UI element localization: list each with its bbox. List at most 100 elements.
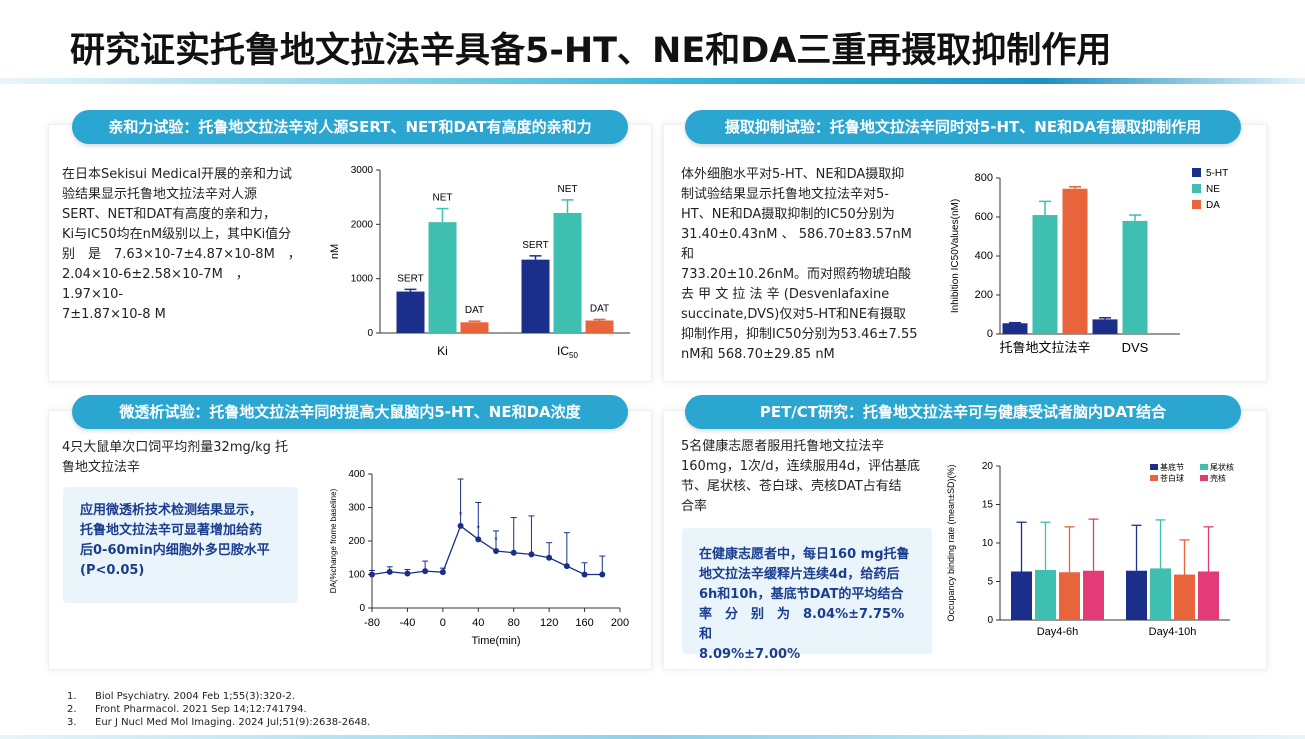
text-line: 在日本Sekisui Medical开展的亲和力试 (62, 167, 292, 182)
text-line: 4只大鼠单次口饲平均剂量32mg/kg 托 (62, 440, 289, 455)
panel-uptake-text: 体外细胞水平对5-HT、NE和DA摄取抑 制试验结果显示托鲁地文拉法辛对5- H… (681, 165, 921, 365)
bar (1032, 215, 1058, 334)
legend-swatch (1192, 168, 1201, 177)
panel-petct-text: 5名健康志愿者服用托鲁地文拉法辛 160mg，1次/d，连续服用4d，评估基底 … (681, 437, 931, 517)
bar (585, 320, 614, 333)
bar-label: DAT (465, 305, 484, 316)
page-title: 研究证实托鲁地文拉法辛具备5-HT、NE和DA三重再摄取抑制作用 (70, 31, 1112, 71)
panel-affinity-text: 在日本Sekisui Medical开展的亲和力试 验结果显示托鲁地文拉法辛对人… (62, 165, 302, 325)
x-tick-label: -40 (399, 617, 415, 629)
legend-swatch (1200, 475, 1208, 481)
x-tick-label: 40 (472, 617, 484, 629)
bar (1126, 570, 1147, 620)
y-axis-label: nM (329, 244, 341, 259)
legend-label: 尾状核 (1210, 462, 1234, 472)
text-line: 地文拉法辛缓释片连续4d，给药后 (699, 567, 900, 582)
y-tick-label: 200 (348, 536, 365, 547)
affinity-chart: 0 1000 2000 3000 Ki SERT NET DAT IC50 SERT NET DAT n… (329, 165, 630, 360)
y-tick-label: 2000 (351, 219, 374, 230)
bar (1083, 570, 1104, 620)
x-tick-label: 0 (440, 617, 446, 629)
reference-text: Eur J Nucl Med Mol Imaging. 2024 Jul;51(… (95, 717, 371, 728)
y-tick-label: 20 (982, 461, 994, 472)
text-line: 31.40±0.43nM 、 586.70±83.57nM 和 (681, 227, 912, 262)
legend-swatch (1200, 464, 1208, 470)
uptake-chart: 0 200 400 600 800 托鲁地文拉法辛 DVS Inhibition IC50Va… (950, 168, 1228, 355)
text-line: 2.04×10-6±2.58×10-7M ， 1.97×10- (62, 267, 256, 302)
y-tick-label: 400 (348, 469, 365, 480)
data-point (546, 554, 553, 561)
title-divider (0, 78, 1305, 84)
y-axis-label: DA(%change frome baseline) (329, 488, 338, 593)
text-line: 7±1.87×10-8 M (62, 307, 166, 322)
reference-text: Biol Psychiatry. 2004 Feb 1;55(3):320-2. (95, 691, 296, 702)
y-tick-label: 1000 (351, 274, 374, 285)
significance-marker: * (459, 510, 463, 520)
text-line: 节、尾状核、苍白球、壳核DAT占有结 (681, 479, 902, 494)
legend-swatch (1150, 475, 1158, 481)
bar (1092, 319, 1118, 334)
data-point (475, 536, 482, 543)
data-point (386, 568, 393, 575)
data-point (369, 571, 375, 578)
text-line: 鲁地文拉法辛 (62, 460, 141, 475)
bar-label: SERT (522, 240, 549, 251)
y-tick-label: 100 (348, 570, 365, 581)
text-line: 验结果显示托鲁地文拉法辛对人源 (62, 187, 258, 202)
panel-affinity-heading: 亲和力试验：托鲁地文拉法辛对人源SERT、NET和DAT有高度的亲和力 (72, 110, 628, 144)
bar (1059, 572, 1080, 620)
occupancy-chart: 0 5 10 15 20 Day4-6h Day4-10h Occupancy binding… (946, 461, 1234, 638)
text-line: 体外细胞水平对5-HT、NE和DA摄取抑 (681, 167, 905, 182)
y-tick-label: 0 (359, 603, 365, 614)
x-category-label: Day4-10h (1149, 626, 1197, 638)
text-line: 去 甲 文 拉 法 辛 (Desvenlafaxine (681, 287, 890, 302)
x-tick-label: 160 (575, 617, 593, 629)
text-line: HT、NE和DA摄取抑制的IC50分别为 (681, 207, 895, 222)
x-tick-label: 80 (508, 617, 520, 629)
reference-item: 2. Front Pharmacol. 2021 Sep 14;12:741794… (67, 703, 370, 716)
bar (1002, 323, 1028, 334)
x-tick-label: 200 (611, 617, 629, 629)
bar (1122, 220, 1148, 334)
data-point (528, 551, 535, 558)
text-line: 160mg，1次/d，连续服用4d，评估基底 (681, 459, 921, 474)
text-line: 733.20±10.26nM。而对照药物琥珀酸 (681, 267, 912, 282)
y-tick-label: 300 (348, 503, 365, 514)
data-point (599, 571, 606, 578)
bar-label: NET (558, 184, 578, 195)
bar (1198, 571, 1219, 620)
x-category-label: Ki (437, 344, 448, 358)
text-line: Ki与IC50均在nM级别以上，其中Ki值分 (62, 227, 292, 242)
reference-item: 3. Eur J Nucl Med Mol Imaging. 2024 Jul;5… (67, 716, 370, 729)
bar-label: SERT (397, 273, 424, 284)
y-axis-label: Occupancy binding rate (mean±SD)(%) (946, 464, 956, 621)
bar-label: DAT (590, 303, 609, 314)
legend-label: 基底节 (1160, 462, 1184, 472)
conclusion-text: 在健康志愿者中，每日160 mg托鲁 地文拉法辛缓释片连续4d，给药后 6h和1… (699, 545, 919, 665)
data-point (581, 571, 588, 578)
x-axis-label: Time(min) (471, 635, 520, 647)
panel-petct-heading: PET/CT研究：托鲁地文拉法辛可与健康受试者脑内DAT结合 (685, 395, 1241, 429)
text-line: 后0-60min内细胞外多巴胺水平 (80, 543, 270, 558)
reference-number: 2. (67, 704, 77, 715)
data-point (404, 570, 411, 577)
legend-label: DA (1206, 200, 1220, 211)
bar (396, 291, 425, 333)
legend-swatch (1150, 464, 1158, 470)
references-list: 1. Biol Psychiatry. 2004 Feb 1;55(3):320-… (67, 690, 370, 729)
reference-number: 1. (67, 691, 77, 702)
y-tick-label: 0 (987, 615, 993, 626)
conclusion-text: 应用微透析技术检测结果显示， 托鲁地文拉法辛可显著增加给药 后0-60min内细… (80, 501, 290, 581)
reference-number: 3. (67, 717, 77, 728)
panel-affinity (48, 124, 652, 382)
reference-text: Front Pharmacol. 2021 Sep 14;12:741794. (95, 704, 307, 715)
bar (521, 259, 550, 333)
bottom-divider (0, 735, 1305, 739)
text-line: (P<0.05) (80, 563, 145, 578)
bar (1150, 568, 1171, 620)
bar (1062, 188, 1088, 334)
text-line: 5名健康志愿者服用托鲁地文拉法辛 (681, 439, 885, 454)
microdialysis-chart: 0 100 200 300 400 -80 -40 0 40 80 120 160 200 Time(mi… (329, 469, 629, 647)
text-line: 合率 (681, 499, 708, 514)
x-category-label: Day4-6h (1037, 626, 1079, 638)
